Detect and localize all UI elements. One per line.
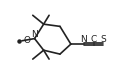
Text: N: N: [31, 30, 37, 39]
Text: O: O: [23, 36, 30, 45]
Text: S: S: [100, 35, 106, 44]
Text: C: C: [90, 35, 97, 44]
Text: N: N: [80, 35, 87, 44]
